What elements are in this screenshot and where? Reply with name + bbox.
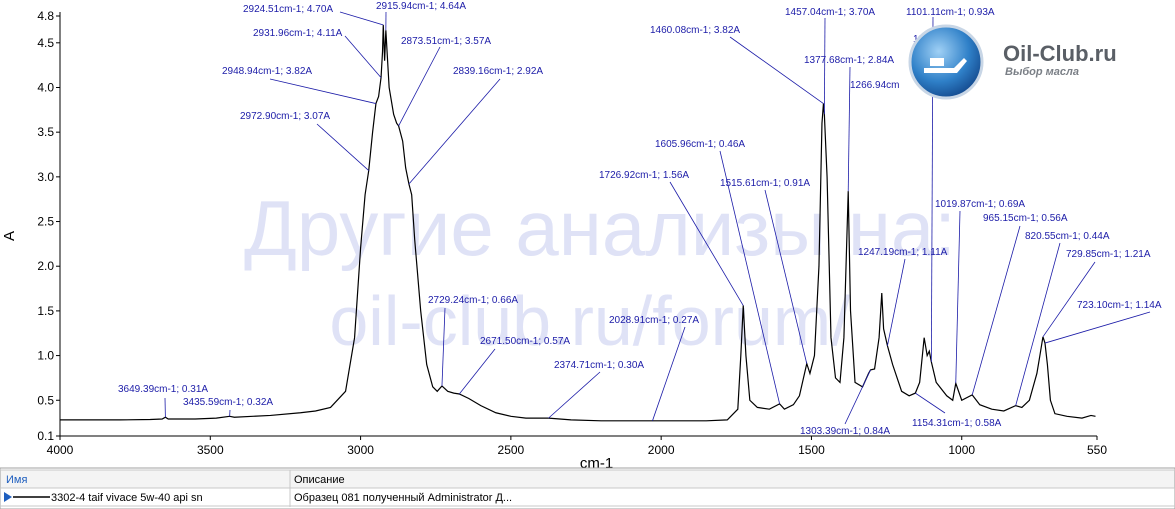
annotation-label: 2028.91cm-1; 0.27A <box>609 315 699 326</box>
logo-subtitle: Выбор масла <box>1005 66 1079 78</box>
x-tick-label: 1500 <box>798 443 825 457</box>
annotation-label: 1154.31cm-1; 0.58A <box>912 418 1002 429</box>
y-tick-label: 4.8 <box>37 9 54 23</box>
annotation-leader <box>847 66 851 192</box>
annotation-label: 2972.90cm-1; 3.07A <box>240 111 330 122</box>
y-tick-label: 1.0 <box>37 349 54 363</box>
annotation-label: 1457.04cm-1; 3.70A <box>785 7 875 18</box>
y-tick-label: 3.0 <box>37 170 54 184</box>
table-header <box>0 469 1175 489</box>
annotation-label: 1460.08cm-1; 3.82A <box>650 25 740 36</box>
annotation-label: 2948.94cm-1; 3.82A <box>222 66 312 77</box>
annotation-label: 2924.51cm-1; 4.70A <box>243 4 333 15</box>
series-description: Образец 081 полученный Administrator Д..… <box>294 492 512 504</box>
x-tick-label: 4000 <box>47 443 74 457</box>
logo-icon <box>924 58 967 73</box>
watermark: oil-club.ru/forum/ <box>329 282 851 360</box>
annotation-label: 2873.51cm-1; 3.57A <box>401 36 491 47</box>
y-tick-label: 3.5 <box>37 125 54 139</box>
x-tick-label: 2000 <box>648 443 675 457</box>
annotation-leader <box>1044 311 1151 344</box>
annotation-leader <box>269 78 377 104</box>
annotation-leader <box>316 123 369 171</box>
annotation-leader <box>887 258 906 346</box>
annotation-label: 1266.94cm <box>850 80 899 91</box>
x-tick-label: 2500 <box>498 443 525 457</box>
annotation-label: 2915.94cm-1; 4.64A <box>376 1 466 12</box>
annotation-leader <box>652 326 686 421</box>
logo: Oil-Club.ru Выбор масла <box>908 24 1117 100</box>
annotation-leader <box>729 36 824 104</box>
annotation-leader <box>764 189 808 364</box>
annotation-label: 1605.96cm-1; 0.46A <box>655 139 745 150</box>
annotation-leader <box>915 392 946 414</box>
y-tick-label: 2.0 <box>37 259 54 273</box>
annotation-label: 965.15cm-1; 0.56A <box>983 213 1068 224</box>
table-header-cell: Описание <box>294 474 345 486</box>
y-tick-label: 0.5 <box>37 393 54 407</box>
y-tick-label: 4.0 <box>37 80 54 94</box>
annotation-label: 2729.24cm-1; 0.66A <box>428 295 518 306</box>
y-tick-label: 1.5 <box>37 304 54 318</box>
annotation-label: 723.10cm-1; 1.14A <box>1077 300 1162 311</box>
annotation-label: 2671.50cm-1; 0.57A <box>480 336 570 347</box>
y-tick-label: 0.1 <box>37 429 54 443</box>
annotation-leader <box>844 369 871 425</box>
annotation-leader <box>1015 242 1061 406</box>
annotation-label: 1247.19cm-1; 1.11A <box>858 247 948 258</box>
spectrum-line <box>60 24 1096 422</box>
annotation-leader <box>339 11 384 26</box>
x-tick-label: 550 <box>1087 443 1107 457</box>
annotation-leader <box>955 210 961 384</box>
annotation-leader <box>398 46 441 127</box>
y-tick-label: 4.5 <box>37 36 54 50</box>
annotation-leader <box>408 78 501 185</box>
x-tick-label: 3500 <box>197 443 224 457</box>
y-tick-label: 2.5 <box>37 215 54 229</box>
annotation-leader <box>823 17 826 115</box>
annotation-label: 1101.11cm-1; 0.93A <box>906 7 995 18</box>
annotation-label: 820.55cm-1; 0.44A <box>1025 231 1110 242</box>
annotation-label: 1515.61cm-1; 0.91A <box>720 178 810 189</box>
annotation-leader <box>669 181 744 306</box>
annotation-label: 729.85cm-1; 1.21A <box>1066 249 1151 260</box>
annotation-label: 2839.16cm-1; 2.92A <box>453 66 543 77</box>
annotation-leader <box>459 348 496 395</box>
annotation-leader <box>441 307 446 386</box>
annotation-leader <box>971 225 1021 396</box>
row-pointer <box>4 492 12 502</box>
table-header-cell: Имя <box>6 474 27 486</box>
y-axis-label: A <box>1 231 18 241</box>
logo-badge <box>908 24 984 100</box>
x-tick-label: 1000 <box>948 443 975 457</box>
annotation-label: 1019.87cm-1; 0.69A <box>935 199 1025 210</box>
annotation-leader <box>344 35 382 78</box>
annotation-leader <box>1042 261 1096 338</box>
logo-title: Oil-Club.ru <box>1003 41 1117 66</box>
annotation-label: 1726.92cm-1; 1.56A <box>599 170 689 181</box>
annotation-leader <box>719 150 780 404</box>
annotation-label: 1377.68cm-1; 2.84A <box>804 55 894 66</box>
x-tick-label: 3000 <box>347 443 374 457</box>
annotation-label: 1303.39cm-1; 0.84A <box>800 426 890 437</box>
annotation-label: 2931.96cm-1; 4.11A <box>253 28 343 39</box>
annotation-leader <box>548 371 601 419</box>
annotation-label: 3435.59cm-1; 0.32A <box>183 397 273 408</box>
legend-table: Имя Описание 3302-4 taif vivace 5w-40 ap… <box>0 467 1175 509</box>
annotation-label: 3649.39cm-1; 0.31A <box>118 384 208 395</box>
series-name[interactable]: 3302-4 taif vivace 5w-40 api sn <box>51 492 203 504</box>
annotation-label: 2374.71cm-1; 0.30A <box>554 360 644 371</box>
